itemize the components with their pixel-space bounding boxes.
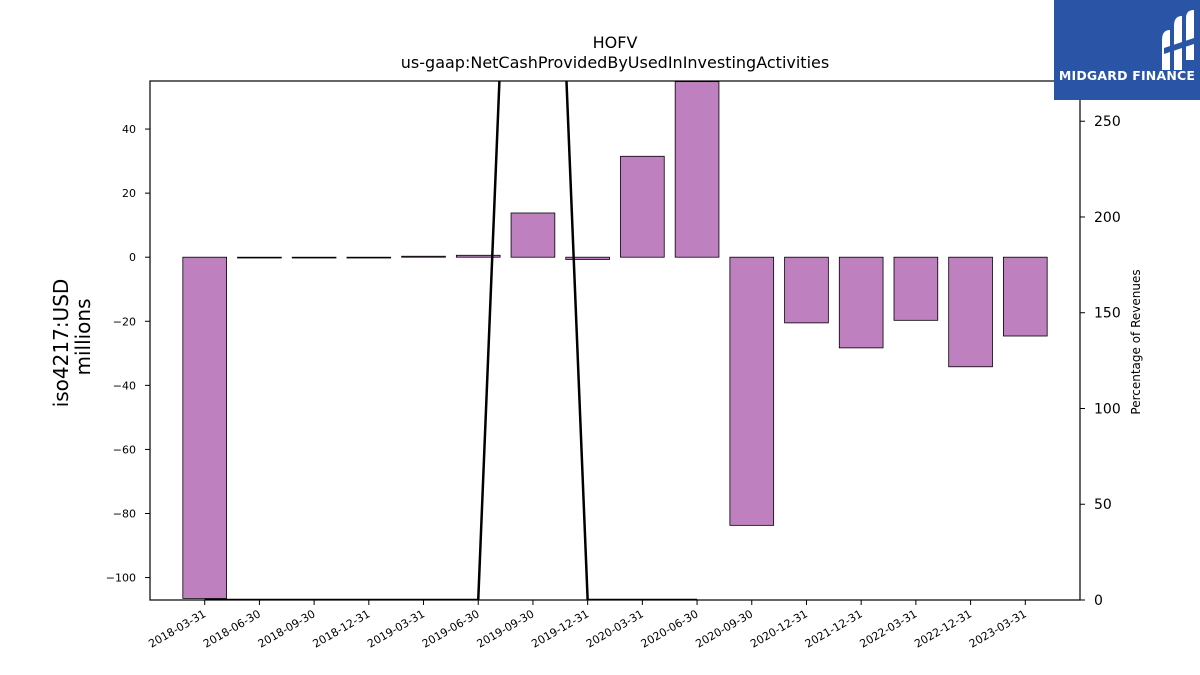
x-tick-label-2018-12-31: 2018-12-31 [310,607,372,650]
x-tick-label-2018-03-31: 2018-03-31 [146,607,208,650]
bar-2023-03-31 [1003,256,1048,337]
bar-2020-06-30 [674,81,720,258]
y-axis-label: iso4217:USD [49,279,73,408]
x-tick-label-2019-06-30: 2019-06-30 [420,607,482,650]
line-group [204,81,698,600]
y-tick-label--40: −40 [113,379,136,392]
bar-2019-06-30 [455,254,501,258]
x-axis-ticks: 2018-03-312018-06-302018-09-302018-12-31… [146,600,1029,651]
y-tick-label-0: 0 [129,251,136,264]
bar-2020-12-31 [784,256,829,324]
bar-2022-03-31 [893,256,939,321]
y-tick-label--20: −20 [113,315,136,328]
logo-text: MIDGARD FINANCE [1058,68,1196,83]
y2-tick-label-50: 50 [1094,497,1112,513]
x-tick-label-2018-09-30: 2018-09-30 [256,607,318,650]
y2-tick-label-0: 0 [1094,593,1103,609]
y-tick-label-40: 40 [122,123,136,136]
x-tick-label-2023-03-31: 2023-03-31 [967,607,1029,650]
y-tick-label--80: −80 [113,508,136,521]
y-axis-label-units: millions [71,298,95,375]
x-tick-label-2019-09-30: 2019-09-30 [475,607,537,650]
plot-frame [149,80,1081,601]
bar-2018-06-30 [237,256,282,259]
bar-2021-12-31 [838,256,884,349]
bar-2022-12-31 [948,256,993,368]
x-tick-label-2020-12-31: 2020-12-31 [748,607,810,650]
bar-2019-03-31 [401,255,446,258]
bar-2019-09-30 [510,212,556,258]
chart-title: HOFV [593,33,638,52]
y2-axis-ticks: 0 50 100 150 200 250 [1080,114,1121,609]
chart-subtitle: us-gaap:NetCashProvidedByUsedInInvesting… [401,53,829,72]
x-tick-label-2020-03-31: 2020-03-31 [584,607,646,650]
x-tick-label-2022-12-31: 2022-12-31 [912,607,974,650]
bar-2020-09-30 [729,256,775,526]
bar-2018-12-31 [346,256,392,259]
x-tick-label-2019-03-31: 2019-03-31 [365,607,427,650]
y2-tick-label-150: 150 [1094,306,1121,322]
x-tick-label-2019-12-31: 2019-12-31 [529,607,591,650]
bar-2018-03-31 [182,256,227,599]
y-tick-label--100: −100 [106,572,136,585]
logo-mark-icon [1162,10,1194,70]
x-tick-label-2022-03-31: 2022-03-31 [858,607,920,650]
y-axis-ticks: −100 −80 −60 −40 −20 0 20 40 [106,123,150,585]
bar-group [182,81,1048,599]
x-tick-label-2018-06-30: 2018-06-30 [201,607,263,650]
x-tick-label-2020-09-30: 2020-09-30 [693,607,755,650]
x-tick-label-2021-12-31: 2021-12-31 [803,607,865,650]
bar-2019-12-31 [565,256,610,260]
y2-tick-label-100: 100 [1094,401,1121,417]
x-tick-label-2020-06-30: 2020-06-30 [639,607,701,650]
bar-2018-09-30 [291,256,337,259]
midgard-finance-logo: MIDGARD FINANCE [1054,0,1200,100]
bar-2020-03-31 [620,155,665,258]
percentage-line-segment-0 [204,81,698,600]
y2-tick-label-200: 200 [1094,210,1121,226]
y2-axis-label: Percentage of Revenues [1129,269,1143,414]
y-tick-label--60: −60 [113,443,136,456]
y-tick-label-20: 20 [122,187,136,200]
y2-tick-label-250: 250 [1094,114,1121,130]
